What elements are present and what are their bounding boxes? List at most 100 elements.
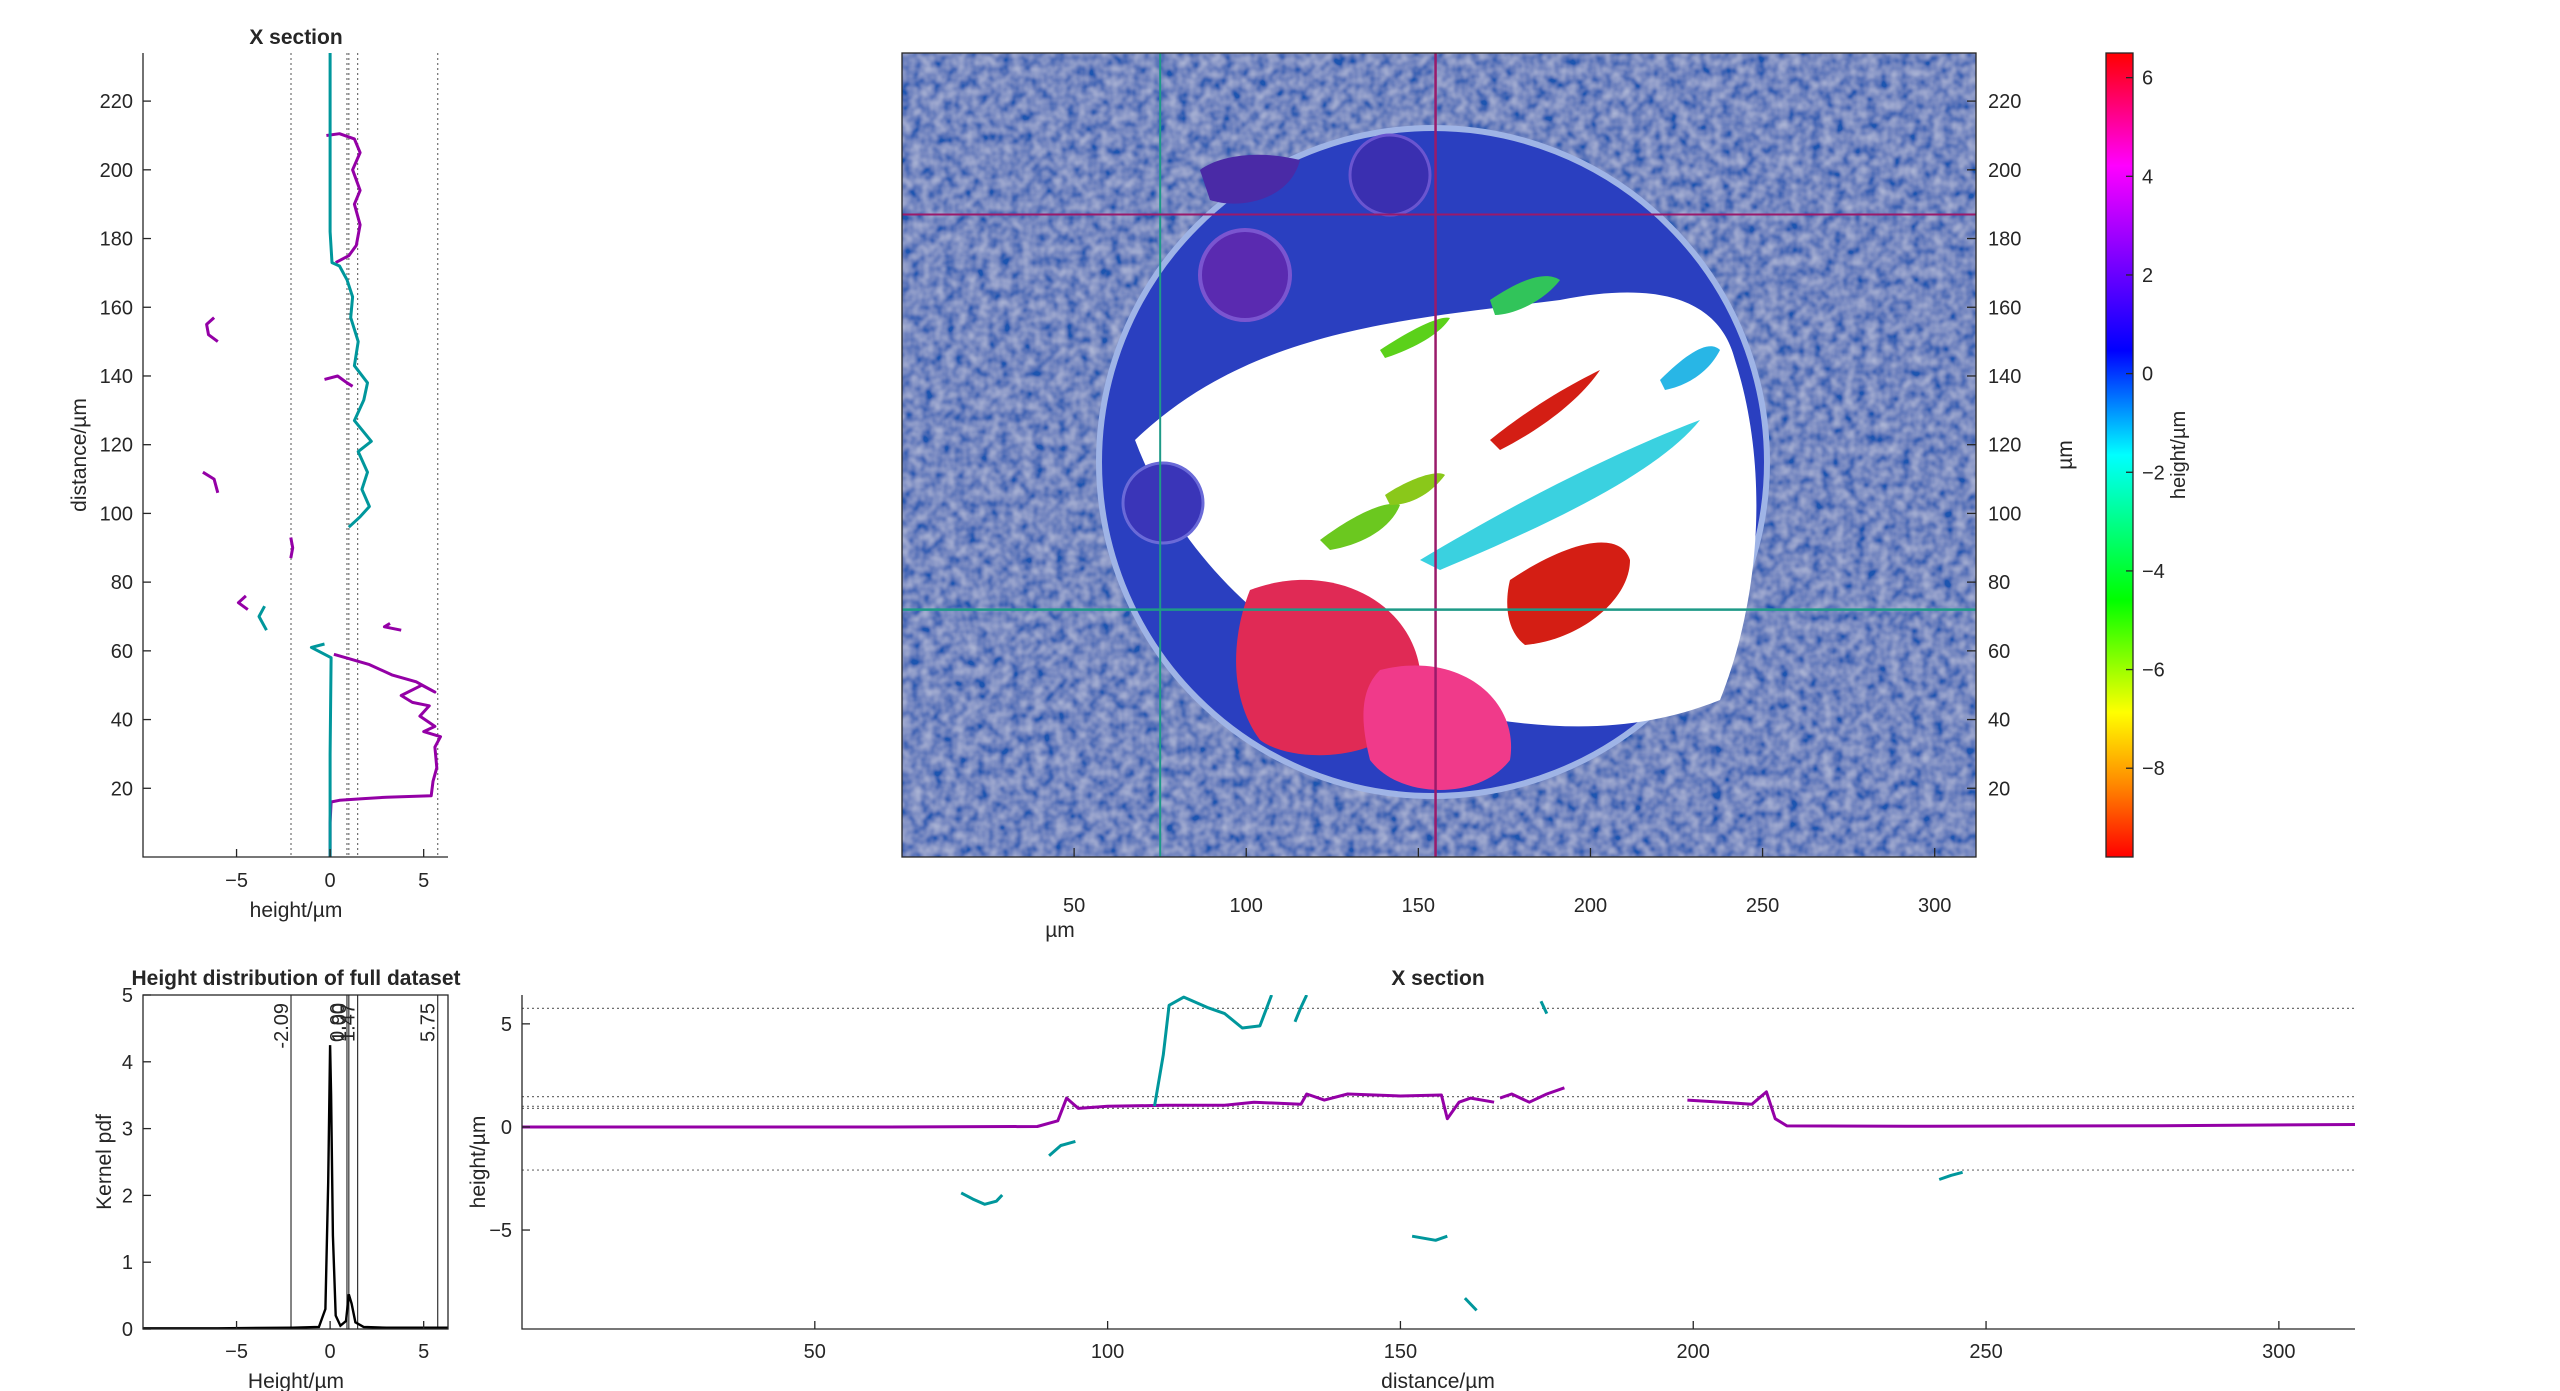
height-distribution-panel: Height distribution of full dataset -2.0… xyxy=(93,967,461,1391)
colorbar-tick-label: −8 xyxy=(2142,758,2165,780)
map-x-tick-label: 300 xyxy=(1918,895,1951,917)
height-distribution-y-tick-label: 2 xyxy=(122,1185,133,1207)
height-distribution-marker-label: 1.00 xyxy=(329,1003,351,1042)
vertical-section-y-ticks: 20 40 60 80 100 120 140 160 180 200 220 xyxy=(100,91,151,800)
height-map-panel: 50 100 150 200 250 300 20 40 60 80 100 120 140 160 18… xyxy=(901,52,2077,942)
vertical-section-trace-b xyxy=(309,642,333,857)
height-distribution-y-tick-label: 3 xyxy=(122,1119,133,1141)
map-x-tick-label: 250 xyxy=(1746,895,1779,917)
green-streak-d xyxy=(1490,276,1560,315)
vertical-section-trace-a xyxy=(326,132,362,264)
height-distribution-x-tick-label: 5 xyxy=(418,1341,429,1363)
vertical-section-trace-a xyxy=(382,622,402,632)
map-y-tick-label: 100 xyxy=(1988,503,2021,525)
horizontal-section-x-label: distance/µm xyxy=(1381,1370,1495,1391)
vertical-section-y-tick-label: 200 xyxy=(100,160,133,182)
height-distribution-y-tick-label: 4 xyxy=(122,1052,133,1074)
red-streak xyxy=(1490,370,1600,450)
vertical-section-trace-a xyxy=(202,470,220,494)
horizontal-section-x-tick-label: 50 xyxy=(804,1341,826,1363)
violet-region-c xyxy=(1121,461,1205,545)
green-streak-a xyxy=(1320,503,1400,550)
horizontal-section-panel: X section 50 100 150 200 250 300 −5 0 5 distanc… xyxy=(467,967,2355,1391)
horizontal-section-y-tick-label: 5 xyxy=(501,1014,512,1036)
horizontal-section-axes xyxy=(521,995,2355,1330)
map-y-tick-label: 220 xyxy=(1988,91,2021,113)
colorbar-tick-label: 6 xyxy=(2142,68,2153,90)
colorbar: 6 4 2 0 −2 −4 −6 −8 height/µm xyxy=(2105,52,2190,858)
map-frame xyxy=(901,52,1977,858)
vertical-section-axes xyxy=(142,53,448,858)
horizontal-section-trace-b xyxy=(960,1191,1004,1206)
vertical-section-y-tick-label: 40 xyxy=(111,710,133,732)
map-x-tick-label: 200 xyxy=(1574,895,1607,917)
height-distribution-y-tick-label: 1 xyxy=(122,1252,133,1274)
map-y-tick-label: 180 xyxy=(1988,229,2021,251)
horizontal-section-y-label: height/µm xyxy=(467,1116,490,1209)
map-x-tick-label: 50 xyxy=(1063,895,1085,917)
height-distribution-y-tick-label: 0 xyxy=(122,1319,133,1341)
vertical-section-x-label: height/µm xyxy=(250,899,343,922)
height-distribution-x-ticks: −5 0 5 xyxy=(225,1321,429,1363)
vertical-section-trace-b xyxy=(328,53,373,529)
height-distribution-markers: -2.09 0.901.001.47 5.75 xyxy=(271,995,440,1329)
horizontal-section-trace-a xyxy=(1687,1090,2355,1128)
particle-white-region-2 xyxy=(1320,380,1694,578)
height-distribution-x-tick-label: −5 xyxy=(225,1341,248,1363)
horizontal-section-title: X section xyxy=(1391,967,1484,990)
map-y-tick-label: 160 xyxy=(1988,297,2021,319)
vertical-section-x-tick-label: −5 xyxy=(225,870,248,892)
height-distribution-x-tick-label: 0 xyxy=(325,1341,336,1363)
horizontal-section-trace-b xyxy=(1539,1000,1549,1015)
height-distribution-x-label: Height/µm xyxy=(248,1370,344,1391)
cyan-streak-b xyxy=(1660,346,1720,390)
green-streak-b xyxy=(1385,473,1445,505)
colorbar-tick-label: 2 xyxy=(2142,265,2153,287)
vertical-section-title: X section xyxy=(249,26,342,49)
vertical-section-y-tick-label: 80 xyxy=(111,572,133,594)
map-y-tick-label: 120 xyxy=(1988,435,2021,457)
height-distribution-frame xyxy=(142,994,449,1330)
magenta-region xyxy=(1363,665,1512,790)
horizontal-section-trace-b xyxy=(1048,1139,1076,1157)
vertical-section-y-tick-label: 100 xyxy=(100,503,133,525)
map-y-tick-label: 140 xyxy=(1988,366,2021,388)
map-y-tick-label: 20 xyxy=(1988,778,2010,800)
horizontal-section-trace-b xyxy=(1463,1297,1478,1312)
cyan-streak-a xyxy=(1420,420,1700,570)
violet-region-d xyxy=(1348,133,1432,217)
vertical-section-y-label: distance/µm xyxy=(68,398,91,512)
violet-region-b xyxy=(1198,228,1292,322)
map-y-tick-label: 60 xyxy=(1988,641,2010,663)
vertical-section-trace-b xyxy=(257,605,268,631)
vertical-section-y-tick-label: 140 xyxy=(100,366,133,388)
map-y-tick-label: 40 xyxy=(1988,710,2010,732)
horizontal-section-y-tick-label: 0 xyxy=(501,1117,512,1139)
colorbar-label: height/µm xyxy=(2168,411,2190,499)
horizontal-section-x-tick-label: 100 xyxy=(1091,1341,1124,1363)
horizontal-section-x-tick-label: 300 xyxy=(2262,1341,2295,1363)
vertical-section-y-tick-label: 220 xyxy=(100,91,133,113)
vertical-section-y-tick-label: 20 xyxy=(111,778,133,800)
height-distribution-marker-label: 0.90 xyxy=(327,1003,349,1042)
horizontal-section-y-tick-label: −5 xyxy=(489,1220,512,1242)
horizontal-section-x-tick-label: 200 xyxy=(1677,1341,1710,1363)
colorbar-tick-label: −6 xyxy=(2142,660,2165,682)
horizontal-section-x-tick-label: 250 xyxy=(1969,1341,2002,1363)
height-distribution-title: Height distribution of full dataset xyxy=(132,967,461,990)
map-x-label: µm xyxy=(1045,919,1075,942)
vertical-section-reference-lines xyxy=(290,53,439,857)
colorbar-tick-label: 0 xyxy=(2142,364,2153,386)
map-x-ticks: 50 100 150 200 250 300 xyxy=(1063,848,1951,917)
colorbar-tick-label: 4 xyxy=(2142,166,2153,188)
violet-region-a xyxy=(1200,154,1300,204)
height-distribution-series xyxy=(143,1045,448,1330)
vertical-section-x-tick-label: 5 xyxy=(418,870,429,892)
height-distribution-y-ticks: 0 1 2 3 4 5 xyxy=(122,985,151,1341)
colorbar-tick-label: −2 xyxy=(2142,462,2165,484)
vertical-section-y-tick-label: 60 xyxy=(111,641,133,663)
colorbar-gradient xyxy=(2105,52,2134,858)
vertical-section-trace-a xyxy=(328,652,442,857)
vertical-section-trace-a xyxy=(289,537,295,559)
